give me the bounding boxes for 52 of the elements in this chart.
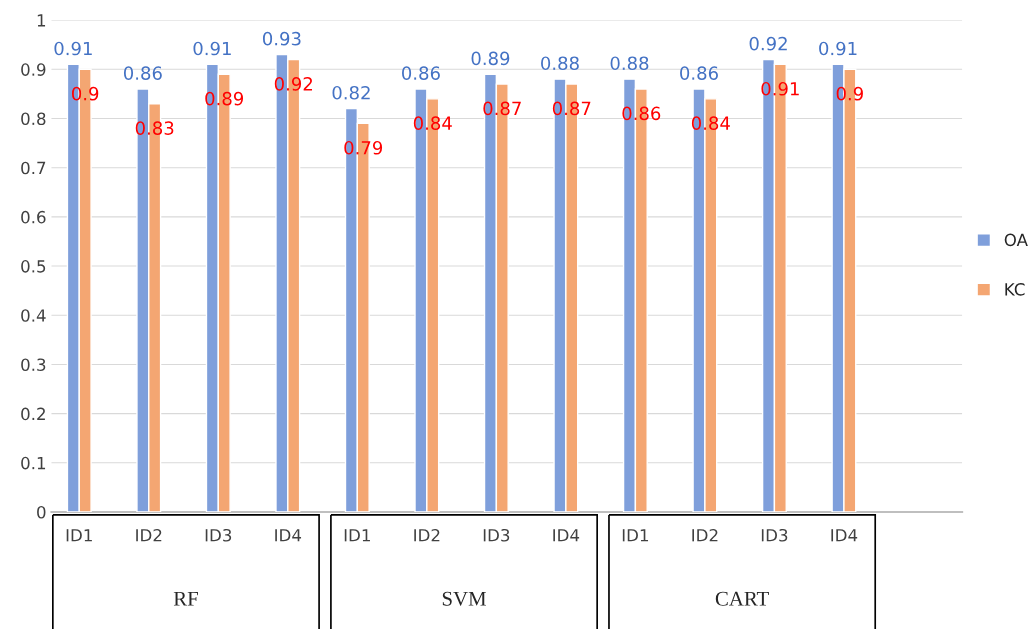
y-tick-label: 0.9 (21, 63, 46, 76)
x-tick-label: ID4 (831, 529, 858, 542)
data-label: 0.82 (332, 85, 370, 100)
x-tick-label: ID1 (622, 529, 649, 542)
data-label: 0.79 (344, 140, 383, 155)
x-tick-label: ID1 (344, 529, 370, 542)
x-tick-label: ID2 (692, 528, 718, 542)
data-label: 0.93 (262, 31, 301, 46)
legend-label: KC (1005, 283, 1025, 296)
y-tick-label: 0 (37, 505, 46, 519)
data-label: 0.88 (541, 56, 579, 71)
data-label: 0.86 (680, 66, 718, 80)
x-tick-label: ID3 (761, 528, 788, 542)
y-tick-label: 0.3 (21, 358, 46, 372)
y-tick-label: 0.8 (21, 112, 46, 126)
data-label: 0.84 (691, 116, 730, 131)
y-tick-label: 0.2 (21, 407, 45, 421)
data-label: 0.91 (54, 41, 92, 56)
data-label: 0.83 (135, 121, 174, 135)
data-label: 0.86 (123, 66, 162, 80)
y-tick-label: 0.1 (21, 456, 46, 470)
data-label: 0.86 (622, 106, 661, 121)
x-tick-label: ID3 (483, 528, 510, 542)
text: SVM (442, 591, 486, 606)
x-tick-label: ID1 (66, 529, 92, 542)
x-tick-label: ID2 (136, 528, 162, 542)
x-tick-label: ID2 (414, 528, 440, 542)
data-label: 0.84 (413, 116, 452, 131)
data-label: 0.87 (552, 101, 591, 116)
data-label: 0.87 (483, 101, 521, 116)
y-tick-label: 0.7 (21, 161, 46, 175)
y-tick-label: 0.5 (21, 260, 46, 273)
x-tick-label: ID4 (553, 529, 580, 542)
text: CART (715, 591, 769, 606)
text: RF (173, 591, 198, 606)
data-label: 0.86 (402, 66, 440, 80)
data-label: 0.92 (749, 36, 787, 51)
x-tick-label: ID3 (205, 528, 232, 542)
data-label: 0.91 (761, 81, 799, 96)
data-label: 0.9 (836, 86, 863, 101)
data-label: 0.88 (610, 56, 649, 71)
data-label: 0.92 (274, 77, 313, 91)
x-tick-label: ID4 (275, 529, 302, 542)
y-tick-label: 0.4 (21, 309, 46, 322)
data-label: 0.91 (819, 41, 857, 56)
data-label: 0.89 (471, 51, 510, 66)
data-label: 0.91 (193, 41, 231, 56)
data-label: 0.9 (72, 86, 99, 101)
data-label: 0.89 (205, 91, 244, 106)
y-tick-label: 1 (37, 14, 46, 27)
y-tick-label: 0.6 (21, 210, 46, 224)
legend-label: OA (1004, 233, 1028, 247)
